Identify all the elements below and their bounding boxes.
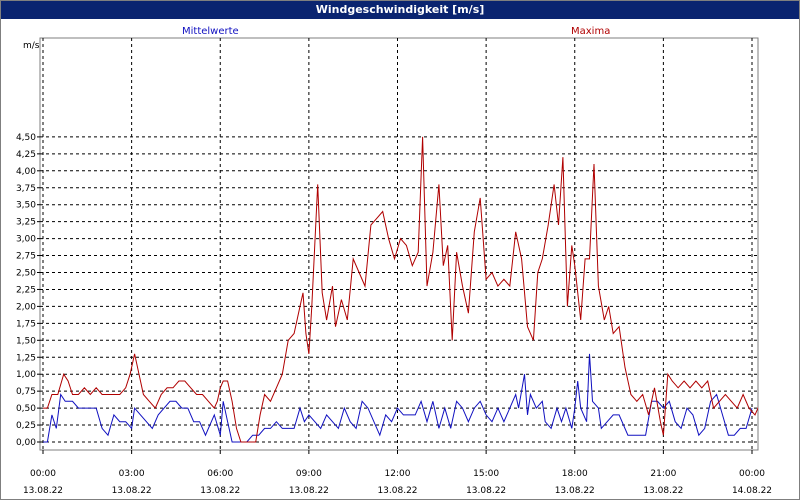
x-tick-date: 13.08.22 (289, 486, 329, 496)
x-tick-date: 13.08.22 (643, 486, 683, 496)
series-lines (43, 136, 758, 443)
x-tick-time: 00:00 (30, 469, 56, 479)
y-tick-label: 3,00 (16, 235, 36, 245)
y-tick-label: 2,50 (16, 269, 36, 279)
y-tick-label: 0,25 (16, 421, 36, 431)
x-axis: 00:00 13.08.22 03:00 13.08.22 06:00 13.08.22 0… (23, 450, 772, 496)
x-tick-time: 09:00 (296, 469, 322, 479)
series-line-maxima (43, 136, 758, 443)
series-line-mittelwerte (43, 353, 753, 443)
y-axis-label: m/s (23, 41, 40, 51)
x-tick-date: 13.08.22 (466, 486, 506, 496)
x-tick-time: 21:00 (650, 469, 676, 479)
y-tick-label: 2,25 (16, 285, 36, 295)
y-axis: 0,00 0,25 0,50 0,75 1,00 1,25 1,50 1,75 2,00 2,25… (16, 133, 40, 448)
y-tick-label: 1,50 (16, 336, 36, 346)
grid (40, 38, 758, 450)
y-tick-label: 1,75 (16, 319, 36, 329)
y-tick-label: 4,50 (16, 133, 36, 143)
x-tick-time: 15:00 (473, 469, 499, 479)
y-tick-label: 4,25 (16, 150, 36, 160)
y-tick-label: 0,75 (16, 387, 36, 397)
x-tick-time: 00:00 (739, 469, 765, 479)
y-tick-label: 4,00 (16, 167, 36, 177)
y-tick-label: 3,75 (16, 184, 36, 194)
x-tick-date: 13.08.22 (112, 486, 152, 496)
y-tick-label: 3,50 (16, 201, 36, 211)
x-tick-time: 18:00 (562, 469, 588, 479)
y-tick-label: 0,50 (16, 404, 36, 414)
chart-title: Windgeschwindigkeit [m/s] (1, 1, 799, 19)
legend-mittelwerte: Mittelwerte (182, 26, 239, 37)
y-tick-label: 0,00 (16, 438, 36, 448)
y-tick-label: 3,25 (16, 218, 36, 228)
y-tick-label: 1,00 (16, 370, 36, 380)
x-tick-date: 13.08.22 (200, 486, 240, 496)
y-tick-label: 1,25 (16, 353, 36, 363)
x-tick-time: 03:00 (119, 469, 145, 479)
x-tick-date: 13.08.22 (23, 486, 63, 496)
y-tick-label: 2,75 (16, 252, 36, 262)
x-tick-date: 14.08.22 (732, 486, 772, 496)
y-tick-label: 2,00 (16, 302, 36, 312)
x-tick-date: 13.08.22 (555, 486, 595, 496)
x-tick-time: 06:00 (207, 469, 233, 479)
x-tick-time: 12:00 (385, 469, 411, 479)
x-tick-date: 13.08.22 (377, 486, 417, 496)
legend-maxima: Maxima (571, 26, 610, 37)
